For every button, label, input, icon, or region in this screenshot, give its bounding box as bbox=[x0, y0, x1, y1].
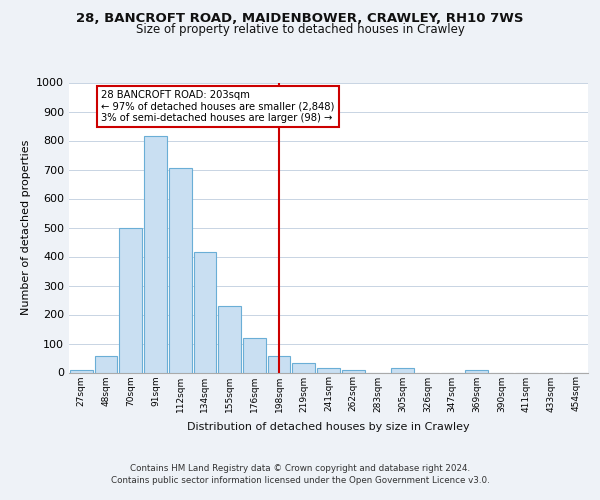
Text: 28, BANCROFT ROAD, MAIDENBOWER, CRAWLEY, RH10 7WS: 28, BANCROFT ROAD, MAIDENBOWER, CRAWLEY,… bbox=[76, 12, 524, 26]
Bar bbox=[218, 306, 241, 372]
Y-axis label: Number of detached properties: Number of detached properties bbox=[20, 140, 31, 315]
Bar bbox=[342, 370, 365, 372]
Bar bbox=[70, 370, 93, 372]
Bar bbox=[144, 136, 167, 372]
Bar bbox=[243, 338, 266, 372]
Bar bbox=[95, 356, 118, 372]
Bar bbox=[292, 363, 315, 372]
Text: Contains HM Land Registry data © Crown copyright and database right 2024.: Contains HM Land Registry data © Crown c… bbox=[130, 464, 470, 473]
Bar bbox=[466, 370, 488, 372]
Bar bbox=[391, 368, 414, 372]
Bar bbox=[169, 168, 191, 372]
Text: Contains public sector information licensed under the Open Government Licence v3: Contains public sector information licen… bbox=[110, 476, 490, 485]
Bar bbox=[194, 252, 216, 372]
Text: Distribution of detached houses by size in Crawley: Distribution of detached houses by size … bbox=[187, 422, 470, 432]
Text: 28 BANCROFT ROAD: 203sqm
← 97% of detached houses are smaller (2,848)
3% of semi: 28 BANCROFT ROAD: 203sqm ← 97% of detach… bbox=[101, 90, 335, 123]
Bar bbox=[317, 368, 340, 372]
Bar bbox=[119, 228, 142, 372]
Bar bbox=[268, 356, 290, 372]
Text: Size of property relative to detached houses in Crawley: Size of property relative to detached ho… bbox=[136, 24, 464, 36]
